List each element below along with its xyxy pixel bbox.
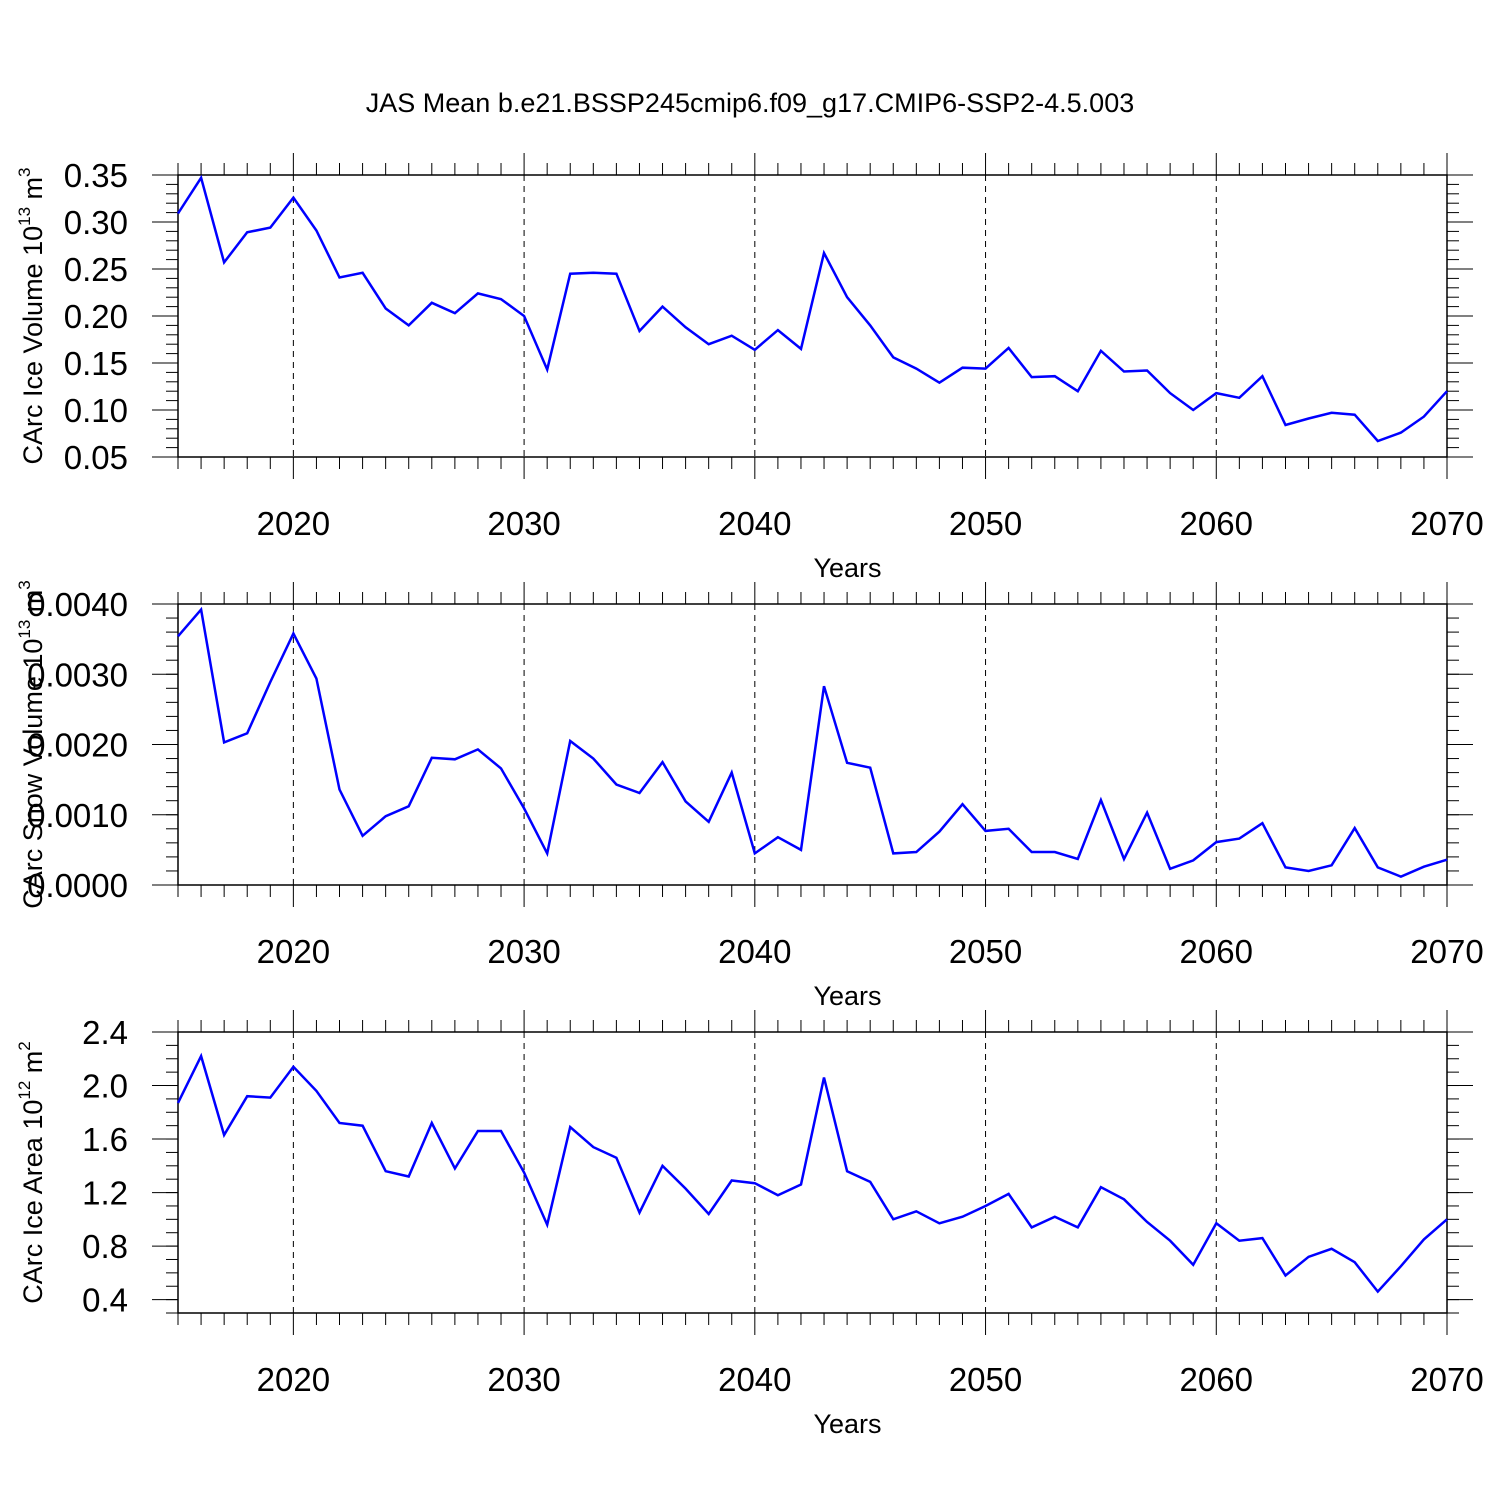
x-tick-label: 2020 [257,1361,330,1398]
y-tick-label: 1.2 [82,1175,128,1212]
x-tick-label: 2040 [718,505,791,542]
chart-title: JAS Mean b.e21.BSSP245cmip6.f09_g17.CMIP… [366,88,1134,118]
x-tick-label: 2060 [1180,933,1253,970]
y-axis-label: CArc Ice Area 1012 m2 [15,1041,48,1304]
x-axis-label: Years [813,1409,881,1439]
y-tick-label: 0.15 [64,345,128,382]
x-tick-label: 2020 [257,505,330,542]
plot-frame [177,174,1448,458]
x-tick-label: 2030 [487,933,560,970]
y-axis-label: CArc Snow Volume 1013 m3 [15,580,48,909]
y-tick-label: 0.30 [64,204,128,241]
panel-ice-volume: 0.05 0.10 0.15 0.20 0.25 0.30 0.35 2020 2030 2040… [15,153,1484,583]
y-tick-label: 0.10 [64,392,128,429]
x-tick-label: 2050 [949,933,1022,970]
x-tick-label: 2050 [949,1361,1022,1398]
panel-ice-area: 0.4 0.8 1.2 1.6 2.0 2.4 2020 2030 2040 2050 2060 20… [15,1010,1484,1439]
y-tick-label: 0.0040 [27,586,128,623]
series-line [176,1052,1448,1294]
y-tick-label: 0.25 [64,251,128,288]
x-tick-label: 2020 [257,933,330,970]
plot-frame [177,603,1448,886]
x-tick-label: 2030 [487,1361,560,1398]
x-tick-label: 2040 [718,1361,791,1398]
y-tick-label: 0.0030 [27,656,128,693]
y-tick-label: 0.20 [64,298,128,335]
y-tick-label: 0.35 [64,157,128,194]
y-tick-label: 0.05 [64,439,128,476]
x-tick-label: 2030 [487,505,560,542]
series-line [176,174,1448,443]
series-line [177,606,1448,878]
x-axis-label: Years [813,981,881,1011]
y-axis-label: CArc Ice Volume 1013 m3 [15,167,48,464]
x-tick-label: 2050 [949,505,1022,542]
y-tick-label: 0.4 [82,1282,128,1319]
y-tick-label: 0.0000 [27,867,128,904]
x-axis-label: Years [813,553,881,583]
x-tick-label: 2070 [1410,933,1483,970]
plot-frame [177,1031,1448,1314]
y-tick-label: 0.0020 [27,727,128,764]
y-tick-label: 1.6 [82,1121,128,1158]
x-tick-label: 2070 [1410,1361,1483,1398]
y-tick-label: 2.4 [82,1014,128,1051]
x-tick-label: 2040 [718,933,791,970]
panel-snow-volume: 0.0000 0.0010 0.0020 0.0030 0.0040 2020 2030 20… [15,580,1484,1011]
y-tick-label: 2.0 [82,1068,128,1105]
x-tick-label: 2060 [1180,505,1253,542]
y-tick-label: 0.8 [82,1228,128,1265]
y-tick-label: 0.0010 [27,797,128,834]
x-tick-label: 2060 [1180,1361,1253,1398]
x-tick-label: 2070 [1410,505,1483,542]
